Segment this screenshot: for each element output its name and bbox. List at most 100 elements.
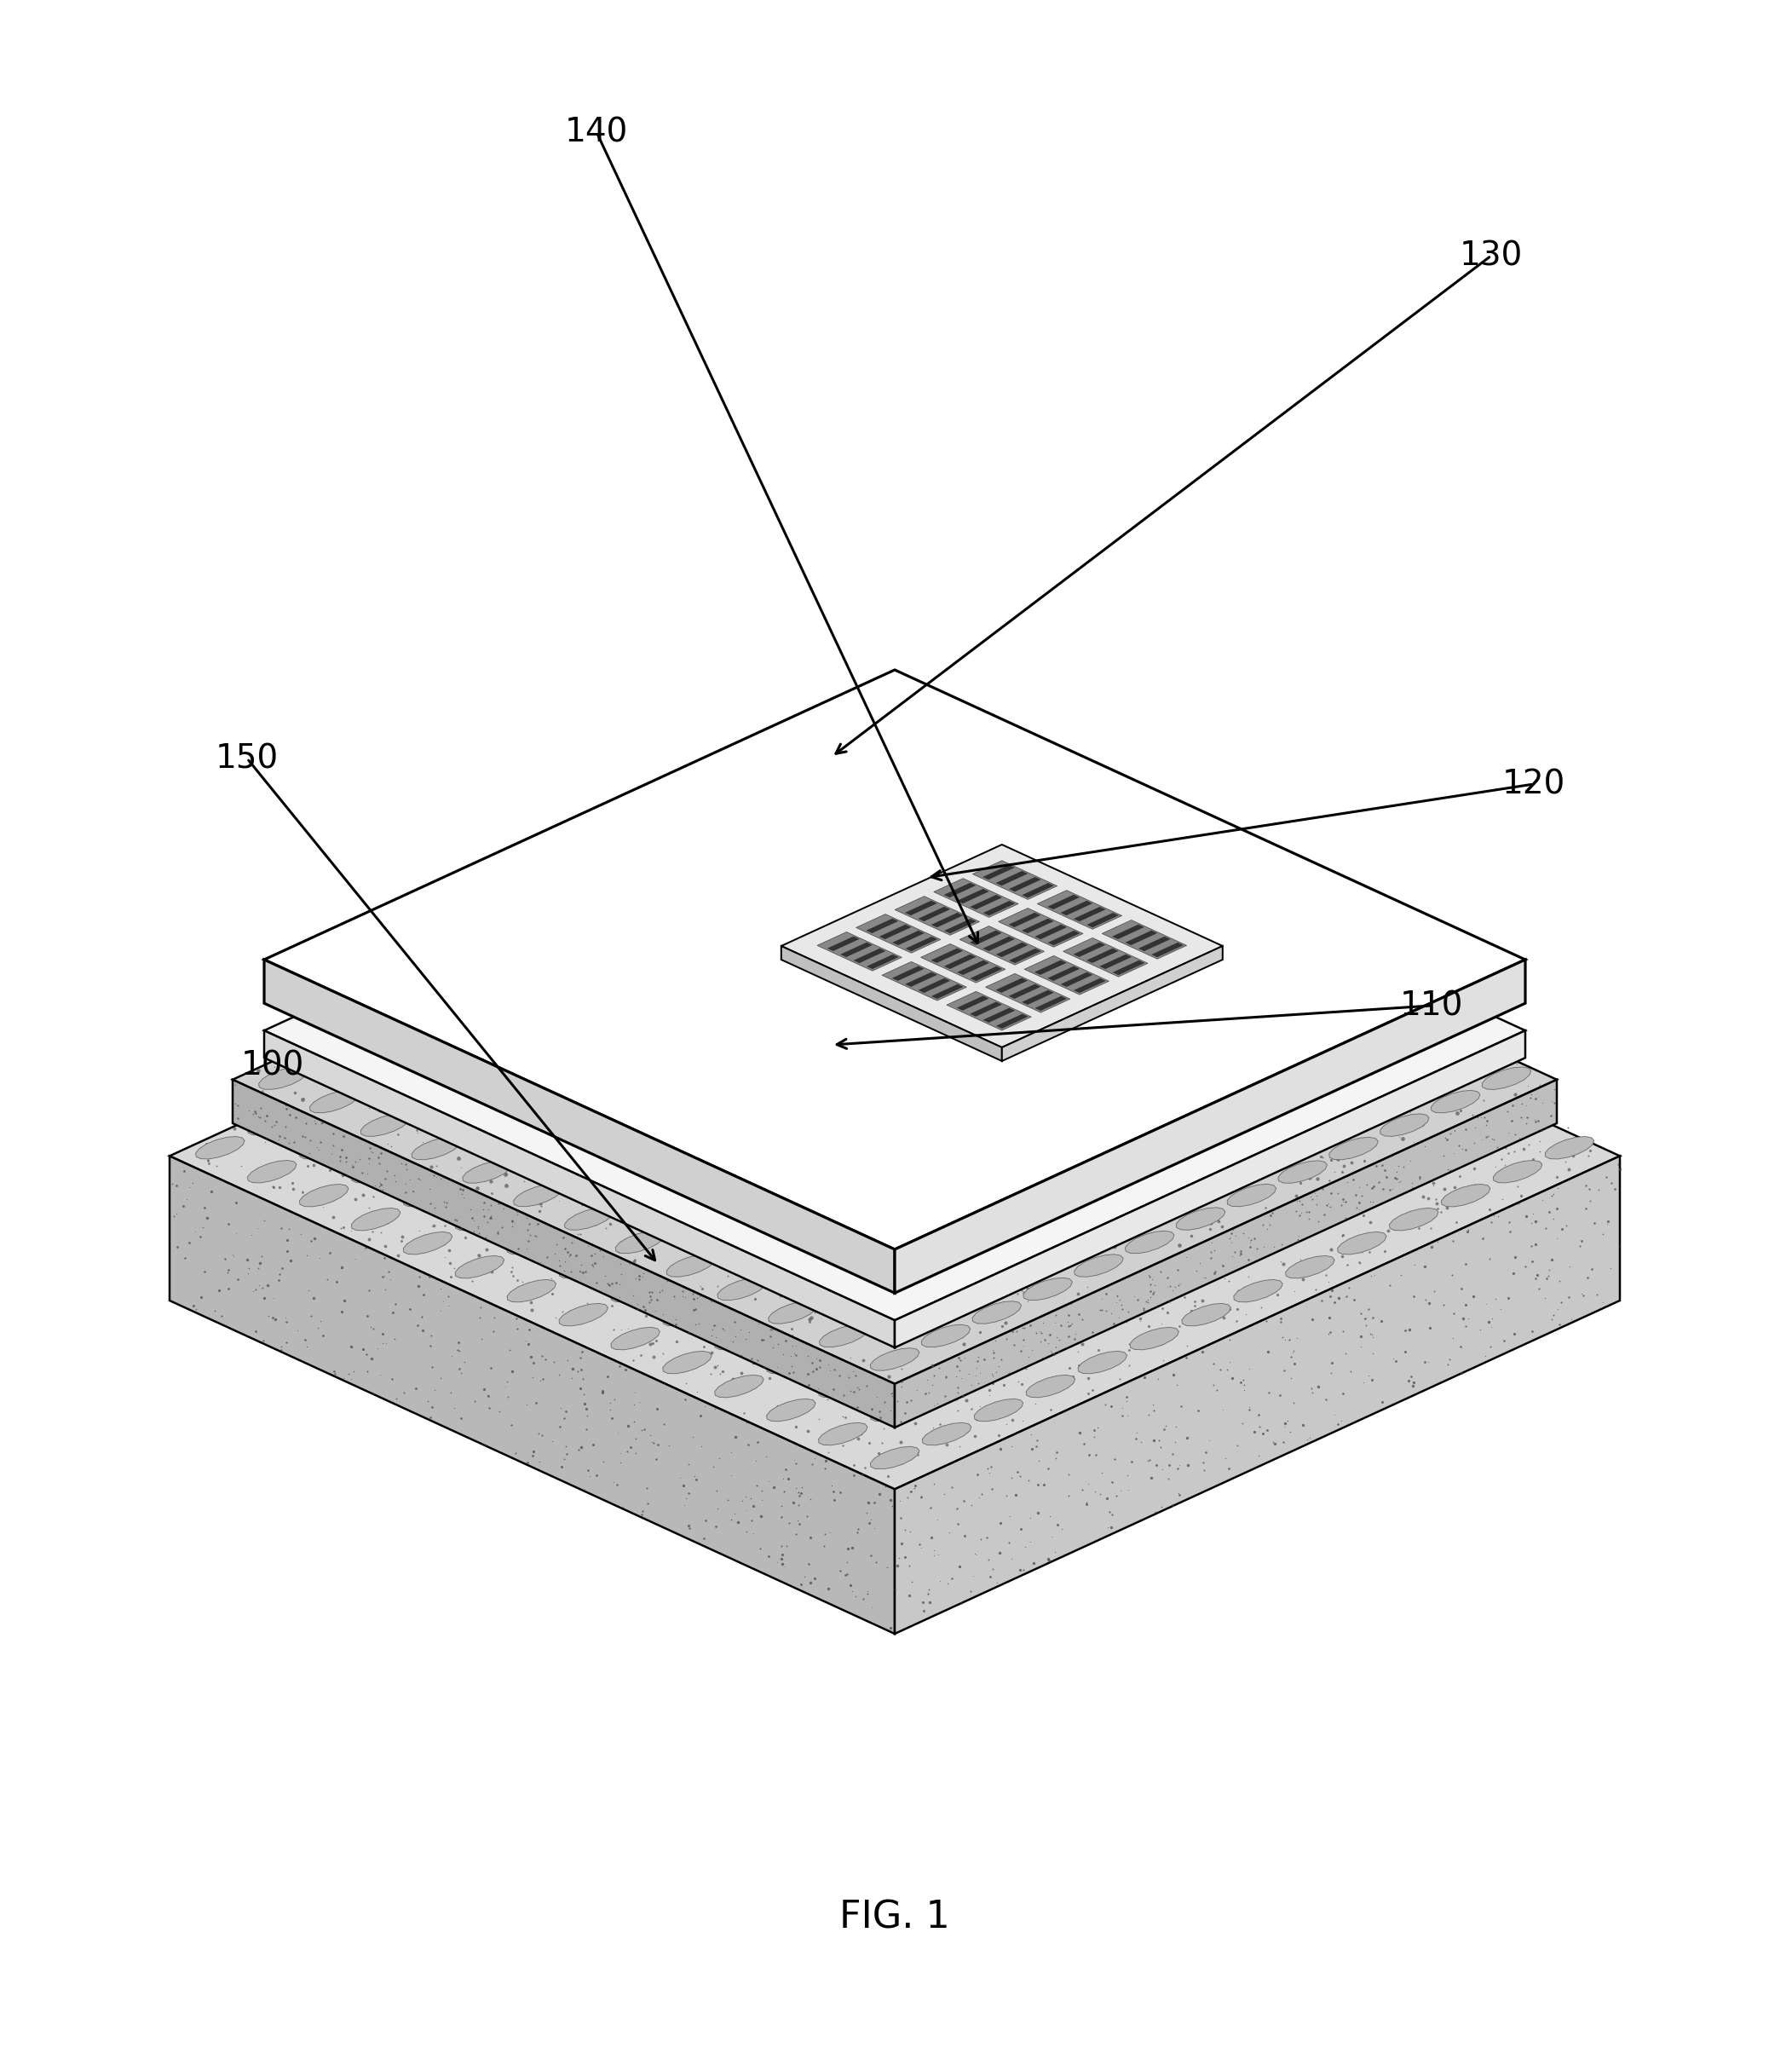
- Polygon shape: [611, 1041, 659, 1063]
- Polygon shape: [663, 1113, 711, 1136]
- Polygon shape: [717, 997, 767, 1020]
- Polygon shape: [559, 1303, 607, 1326]
- Polygon shape: [1073, 1253, 1124, 1276]
- Polygon shape: [663, 1256, 711, 1278]
- Polygon shape: [767, 1018, 815, 1041]
- Polygon shape: [819, 857, 869, 878]
- Polygon shape: [973, 1113, 1021, 1136]
- Polygon shape: [667, 1068, 715, 1090]
- Polygon shape: [1023, 1138, 1072, 1161]
- Polygon shape: [819, 851, 867, 873]
- Polygon shape: [663, 921, 711, 944]
- Polygon shape: [1389, 1161, 1439, 1183]
- Polygon shape: [975, 1303, 1023, 1326]
- Polygon shape: [1176, 1161, 1226, 1183]
- Polygon shape: [923, 946, 971, 968]
- Polygon shape: [871, 787, 919, 807]
- Polygon shape: [1285, 1066, 1335, 1088]
- Polygon shape: [921, 950, 969, 973]
- Polygon shape: [769, 927, 817, 950]
- Polygon shape: [1482, 1068, 1530, 1090]
- Polygon shape: [871, 873, 919, 896]
- Polygon shape: [559, 1018, 607, 1041]
- Polygon shape: [973, 1020, 1021, 1043]
- Polygon shape: [973, 927, 1021, 950]
- Polygon shape: [996, 1014, 1029, 1028]
- Polygon shape: [715, 946, 763, 968]
- Polygon shape: [455, 1161, 504, 1183]
- Polygon shape: [403, 1233, 452, 1253]
- Polygon shape: [1009, 985, 1041, 999]
- Polygon shape: [1021, 919, 1054, 933]
- Polygon shape: [1176, 1068, 1226, 1090]
- Polygon shape: [360, 1020, 410, 1043]
- Polygon shape: [1061, 973, 1093, 987]
- Polygon shape: [828, 935, 860, 952]
- Polygon shape: [867, 954, 898, 968]
- Polygon shape: [840, 942, 873, 956]
- Polygon shape: [1009, 948, 1041, 962]
- Polygon shape: [923, 1088, 971, 1111]
- Polygon shape: [611, 993, 659, 1016]
- Polygon shape: [767, 1398, 815, 1421]
- Polygon shape: [871, 927, 919, 950]
- Polygon shape: [514, 1138, 563, 1161]
- Polygon shape: [921, 1138, 969, 1161]
- Polygon shape: [715, 1136, 763, 1158]
- Polygon shape: [462, 1020, 511, 1043]
- Polygon shape: [819, 1043, 869, 1066]
- Polygon shape: [1086, 948, 1118, 962]
- Polygon shape: [717, 1278, 767, 1301]
- Polygon shape: [767, 873, 815, 896]
- Polygon shape: [918, 979, 950, 993]
- Polygon shape: [871, 1446, 919, 1468]
- Polygon shape: [1330, 1043, 1378, 1066]
- Polygon shape: [1131, 1328, 1179, 1351]
- Polygon shape: [1278, 1113, 1328, 1136]
- Polygon shape: [611, 1088, 659, 1111]
- Polygon shape: [975, 1113, 1023, 1136]
- Polygon shape: [455, 1113, 504, 1136]
- Polygon shape: [615, 1090, 665, 1113]
- Polygon shape: [1027, 898, 1075, 921]
- Polygon shape: [611, 1183, 659, 1206]
- Polygon shape: [934, 878, 1018, 917]
- Polygon shape: [767, 1161, 815, 1183]
- Polygon shape: [351, 1113, 400, 1136]
- Polygon shape: [975, 1398, 1023, 1421]
- Polygon shape: [611, 946, 659, 968]
- Polygon shape: [1079, 971, 1127, 991]
- Polygon shape: [892, 931, 925, 946]
- Polygon shape: [1389, 1113, 1439, 1136]
- Polygon shape: [819, 902, 869, 925]
- Polygon shape: [973, 880, 1021, 902]
- Polygon shape: [1432, 1043, 1480, 1066]
- Polygon shape: [667, 1113, 715, 1136]
- Polygon shape: [1021, 884, 1054, 898]
- Polygon shape: [1285, 1018, 1335, 1041]
- Polygon shape: [819, 993, 867, 1016]
- Polygon shape: [894, 1156, 1620, 1633]
- Polygon shape: [611, 1328, 659, 1351]
- Polygon shape: [1337, 1183, 1387, 1206]
- Polygon shape: [611, 1233, 659, 1253]
- Polygon shape: [1025, 956, 1109, 995]
- Polygon shape: [975, 1161, 1023, 1183]
- Polygon shape: [871, 1253, 919, 1276]
- Polygon shape: [564, 1068, 613, 1090]
- Polygon shape: [986, 973, 1070, 1012]
- Polygon shape: [1079, 1066, 1127, 1088]
- Polygon shape: [715, 1183, 763, 1206]
- Polygon shape: [921, 1231, 969, 1253]
- Polygon shape: [1079, 1161, 1127, 1183]
- Polygon shape: [299, 1136, 348, 1158]
- Polygon shape: [882, 962, 966, 1002]
- Polygon shape: [1027, 1328, 1075, 1351]
- Polygon shape: [1131, 1041, 1179, 1063]
- Polygon shape: [507, 1088, 556, 1111]
- Polygon shape: [871, 1351, 919, 1373]
- Polygon shape: [769, 1020, 817, 1043]
- Polygon shape: [507, 1041, 556, 1063]
- Polygon shape: [310, 1090, 358, 1113]
- Polygon shape: [462, 1161, 511, 1183]
